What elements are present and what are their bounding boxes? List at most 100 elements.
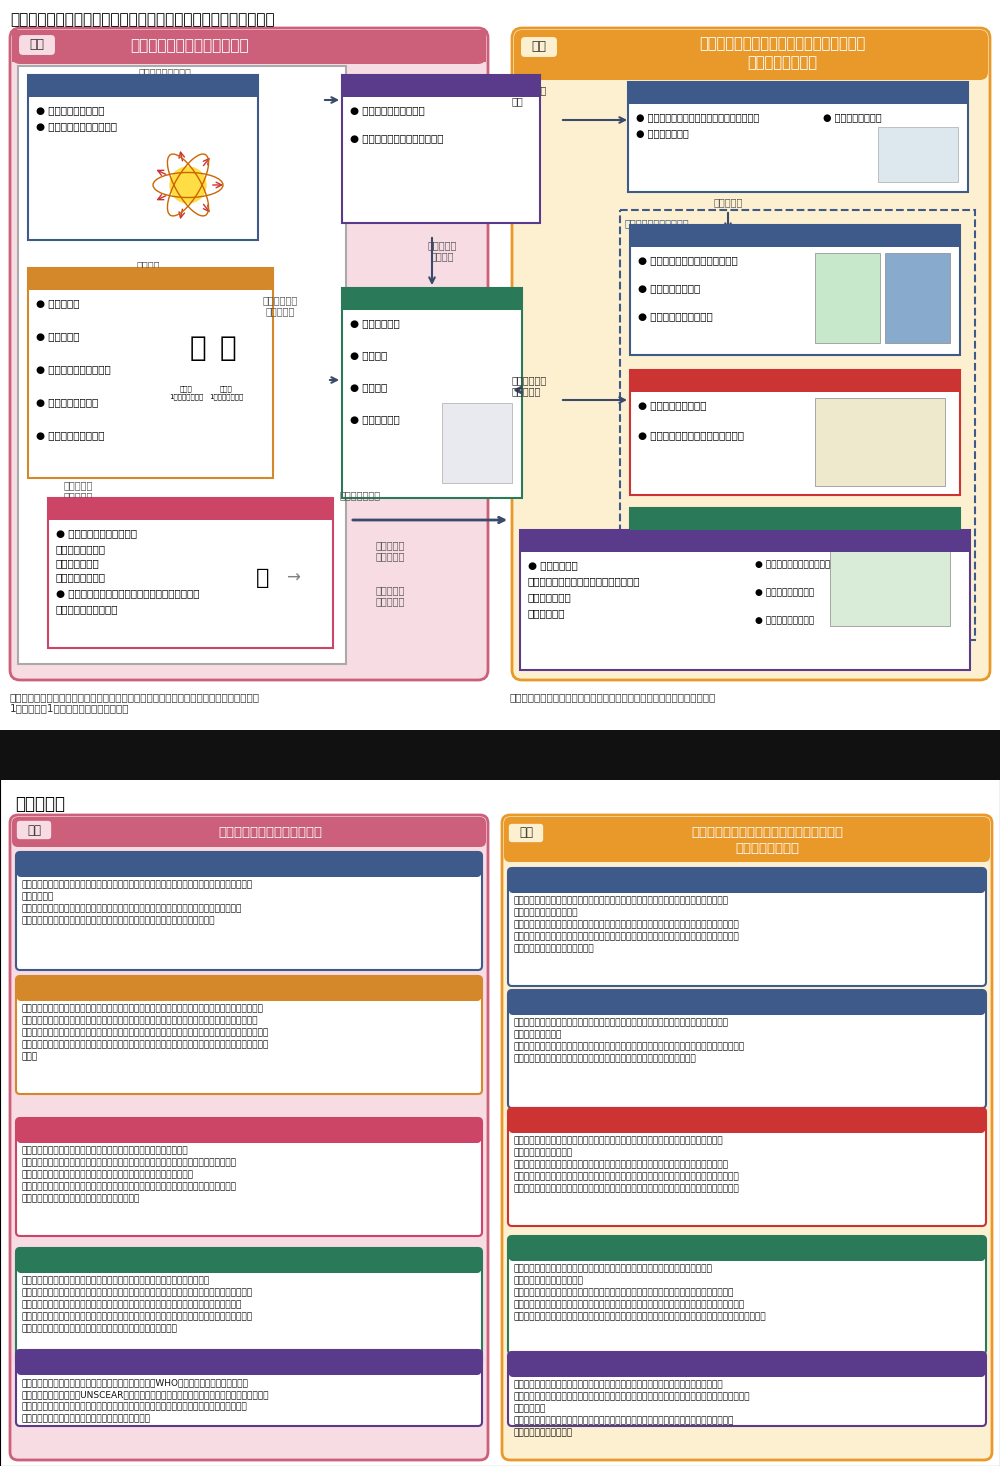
Bar xyxy=(342,75,540,97)
Text: 上巻: 上巻 xyxy=(30,38,44,51)
Text: 線量評価の基礎: 線量評価の基礎 xyxy=(339,490,381,500)
Text: 放射線がに影響が人の健康を害するとよの原理、被ばく線量を低減させるための方法についての: 放射線がに影響が人の健康を害するとよの原理、被ばく線量を低減させるための方法につ… xyxy=(22,1289,253,1297)
Text: ● 基準値と検査の結果: ● 基準値と検査の結果 xyxy=(638,400,706,410)
Bar xyxy=(630,369,960,391)
Text: 事故からの環境再生に向けた取組: 事故からの環境再生に向けた取組 xyxy=(685,513,790,525)
Text: 第9章: 第9章 xyxy=(514,1243,535,1253)
Text: 放射線の基礎知識: 放射線の基礎知識 xyxy=(83,79,147,92)
Text: 事故後の空間線量における放射性影響がの広がり、汚染の状況を知ることができます。また、事: 事故後の空間線量における放射性影響がの広がり、汚染の状況を知ることができます。ま… xyxy=(514,1042,745,1051)
Text: 事故からの環境再生に向けた取組: 事故からの環境再生に向けた取組 xyxy=(568,1242,673,1255)
Text: り、放射線防護の考え方を持ちたりする場合にご参照ください。: り、放射線防護の考え方を持ちたりする場合にご参照ください。 xyxy=(22,1324,178,1333)
Text: ● 放射線の種類とその特徴: ● 放射線の種類とその特徴 xyxy=(36,122,117,130)
Bar xyxy=(509,1237,985,1259)
Text: 第5章: 第5章 xyxy=(22,1358,43,1366)
FancyBboxPatch shape xyxy=(504,817,990,862)
FancyBboxPatch shape xyxy=(509,1108,985,1133)
Text: ・表土土壌や廃棄物の処理中間貯蔵施設: ・表土土壌や廃棄物の処理中間貯蔵施設 xyxy=(638,598,757,608)
Bar xyxy=(628,82,968,104)
Text: 取組の背景: 取組の背景 xyxy=(713,196,743,207)
Text: 事故を受けた対応、取組: 事故を受けた対応、取組 xyxy=(625,218,690,229)
FancyBboxPatch shape xyxy=(16,1248,482,1366)
FancyBboxPatch shape xyxy=(17,976,481,1001)
Bar xyxy=(28,75,258,97)
FancyBboxPatch shape xyxy=(10,28,488,680)
Text: 食品中の放射性物質の基準値と検査の結果、食品中の放射性物質濃度を低減させる取組: 食品中の放射性物質の基準値と検査の結果、食品中の放射性物質濃度を低減させる取組 xyxy=(514,1136,724,1145)
Text: ● 放射線と放射性物質: ● 放射線と放射性物質 xyxy=(36,106,104,114)
Text: 放射線のばくがどのようなはとを、どのような場面で、どのような機器を使用してご提供できますか、: 放射線のばくがどのようなはとを、どのような場面で、どのような機器を使用してご提供… xyxy=(22,1028,269,1036)
Text: 第1章: 第1章 xyxy=(22,859,43,869)
Bar xyxy=(28,268,273,290)
Text: 放射線の安全・安心の環境を再生するために実施されている除染、廃棄物の処理及び適切な: 放射線の安全・安心の環境を再生するために実施されている除染、廃棄物の処理及び適切… xyxy=(514,1289,734,1297)
Text: 「放射線による健康影響等に関する統一的な基礎資料」の全体像: 「放射線による健康影響等に関する統一的な基礎資料」の全体像 xyxy=(10,12,275,26)
Text: ていの公的を説明します。東京電力福島第一原子力発電所事故後の事故の商品の出処情報や: ていの公的を説明します。東京電力福島第一原子力発電所事故後の事故の商品の出処情報… xyxy=(22,1300,242,1309)
Text: 東京電力福島第一原子力発電所事故において、いつ、どのようなことが記されているかを知る: 東京電力福島第一原子力発電所事故において、いつ、どのようなことが記されているかを… xyxy=(514,921,740,929)
Bar xyxy=(630,509,960,636)
Text: 結果を説明します。: 結果を説明します。 xyxy=(514,1031,562,1039)
Bar xyxy=(12,29,486,62)
Text: 取組等について説明します。: 取組等について説明します。 xyxy=(514,1275,584,1286)
Text: 🍎: 🍎 xyxy=(875,432,885,452)
Text: ・基本調査（外部被ばく線量の推計）: ・基本調査（外部被ばく線量の推計） xyxy=(528,576,640,586)
Text: ● 妎産婦に関する調査: ● 妎産婦に関する調査 xyxy=(755,588,814,597)
FancyBboxPatch shape xyxy=(508,822,544,843)
Text: 東京電力福島第一原発事故とその後の推移: 東京電力福島第一原発事故とその後の推移 xyxy=(699,37,865,51)
Text: ことができます。また、廃炉・汚染水・処理水対策など、現在の東京電力福島第一原子力発電: ことができます。また、廃炉・汚染水・処理水対策など、現在の東京電力福島第一原子力… xyxy=(514,932,740,941)
Bar xyxy=(17,853,481,875)
FancyBboxPatch shape xyxy=(12,29,486,65)
Text: ● 体外計測による調査: ● 体外計測による調査 xyxy=(755,616,814,625)
Text: 第6章: 第6章 xyxy=(514,875,535,885)
Text: ● 線量の測定・推計方法: ● 線量の測定・推計方法 xyxy=(36,364,111,374)
Bar xyxy=(620,210,975,641)
Text: 第6章: 第6章 xyxy=(633,88,654,98)
Text: 東京電力福島第一原子力発電所事故以降、市場に流通する食品の安全性がどのように確保: 東京電力福島第一原子力発電所事故以降、市場に流通する食品の安全性がどのように確保 xyxy=(514,1160,729,1168)
Text: 基準や指針、
法令の根拠: 基準や指針、 法令の根拠 xyxy=(512,375,547,397)
Text: 食品中の放射性物質: 食品中の放射性物質 xyxy=(568,1114,631,1126)
Circle shape xyxy=(170,167,206,202)
Text: ● 内部被ばく: ● 内部被ばく xyxy=(36,298,80,308)
Text: 第5章: 第5章 xyxy=(347,81,368,91)
Text: ● 長期的な影響: ● 長期的な影響 xyxy=(350,413,400,424)
FancyBboxPatch shape xyxy=(509,991,985,1014)
Bar xyxy=(342,287,522,309)
Text: ● こころの健康・生活環境に関する調査: ● こころの健康・生活環境に関する調査 xyxy=(755,560,857,569)
Text: 健康管理: 健康管理 xyxy=(580,535,612,547)
Text: 🏭: 🏭 xyxy=(913,145,923,163)
Text: 第4章: 第4章 xyxy=(347,295,368,303)
Text: 将来にわたり県民の健康を維持、増進するために、福島県で実施されている健康管理の取組: 将来にわたり県民の健康を維持、増進するために、福島県で実施されている健康管理の取… xyxy=(514,1416,734,1425)
Text: 各章の概要: 各章の概要 xyxy=(15,795,65,814)
Text: ● 線量限度: ● 線量限度 xyxy=(350,350,387,361)
Text: ● 事故による影響、汚染の広がり: ● 事故による影響、汚染の広がり xyxy=(638,255,738,265)
FancyBboxPatch shape xyxy=(508,1108,986,1226)
Bar xyxy=(509,1353,985,1375)
Text: 放射線の基礎知識: 放射線の基礎知識 xyxy=(76,858,132,871)
Bar xyxy=(878,128,958,182)
Text: 環境モニタリング: 環境モニタリング xyxy=(685,230,749,242)
Text: ● 外部被ばく: ● 外部被ばく xyxy=(36,331,80,342)
FancyBboxPatch shape xyxy=(502,815,992,1460)
Bar xyxy=(520,531,970,553)
Bar xyxy=(48,498,333,648)
FancyBboxPatch shape xyxy=(16,1119,482,1236)
FancyBboxPatch shape xyxy=(18,34,56,56)
Text: 👨‍⚕️: 👨‍⚕️ xyxy=(904,595,926,614)
Text: 第9章: 第9章 xyxy=(635,515,656,523)
Text: ● 空間線量率の分布: ● 空間線量率の分布 xyxy=(638,283,700,293)
Text: 東京電力福島第一原子力発電所事故後、放射線専門者及びテクノロジー原発事故等のデー: 東京電力福島第一原子力発電所事故後、放射線専門者及びテクノロジー原発事故等のデー xyxy=(22,1158,237,1167)
Text: 東京電力福島第一原発事故とその後の推移: 東京電力福島第一原発事故とその後の推移 xyxy=(691,827,843,840)
Text: （省庁等の取組）: （省庁等の取組） xyxy=(735,843,799,856)
Bar xyxy=(815,254,880,343)
Text: 第10章: 第10章 xyxy=(514,1359,543,1369)
FancyBboxPatch shape xyxy=(10,815,488,1460)
Text: 避難指示区域を中心とした地域において、現在どのような取組が行われているかを知ることができます。: 避難指示区域を中心とした地域において、現在どのような取組が行われているかを知るこ… xyxy=(514,1312,767,1321)
Text: 放射線の小美知識と健康影響: 放射線の小美知識と健康影響 xyxy=(218,825,322,839)
Text: ● 防護の枚組み: ● 防護の枚組み xyxy=(350,318,400,328)
Text: 放射線被ばくについてどのようについてどのか、被ばく線量の測定方法、計算方法などについて説明: 放射線被ばくについてどのようについてどのか、被ばく線量の測定方法、計算方法などに… xyxy=(22,1004,264,1013)
Text: 第7章: 第7章 xyxy=(514,997,535,1007)
Bar xyxy=(28,268,273,478)
Text: ・胎児への影響: ・胎児への影響 xyxy=(56,544,106,554)
Text: 故後年月の経過とともに、どのような変化があるかを知ることができます。: 故後年月の経過とともに、どのような変化があるかを知ることができます。 xyxy=(514,1054,697,1063)
FancyBboxPatch shape xyxy=(512,28,990,680)
Text: 防護の考え方: 防護の考え方 xyxy=(397,293,445,305)
Bar xyxy=(17,976,481,998)
Text: 第2章: 第2章 xyxy=(33,274,54,284)
